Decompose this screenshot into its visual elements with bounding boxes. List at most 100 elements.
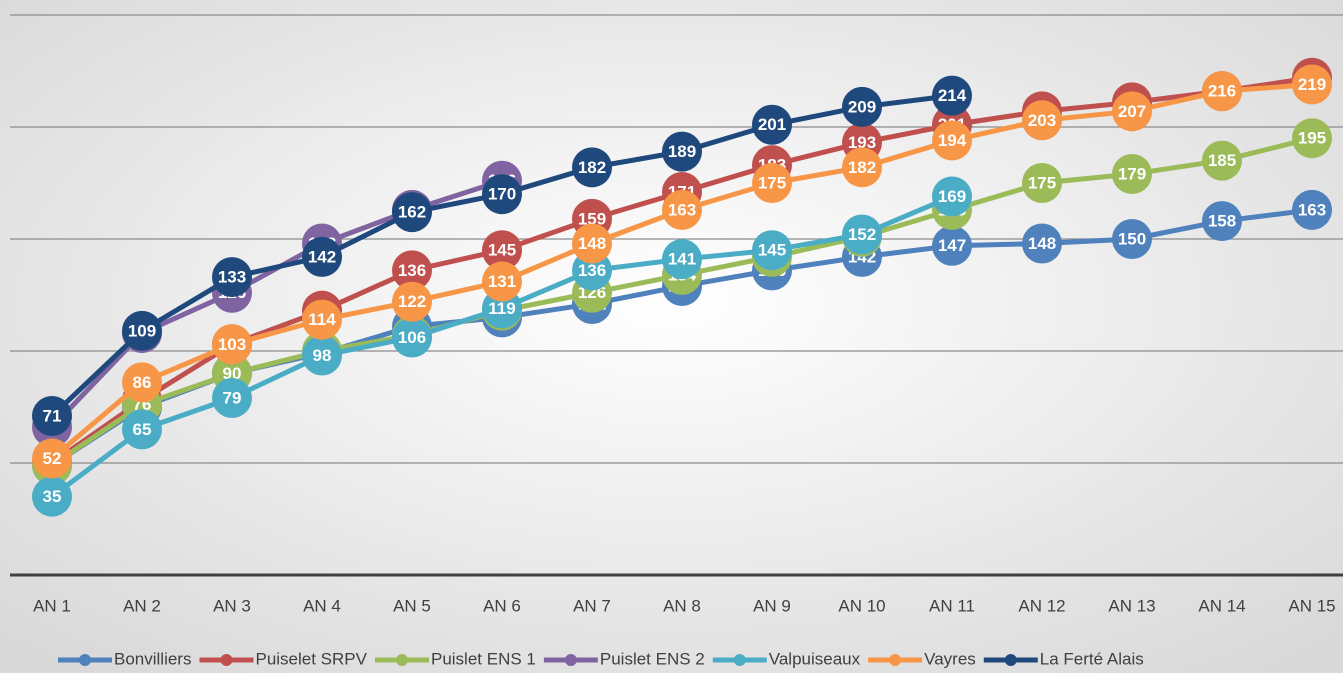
value-label: 147 — [938, 236, 966, 255]
marker — [1112, 91, 1152, 132]
value-label: 150 — [1118, 229, 1146, 248]
legend-label: Puislet ENS 1 — [431, 649, 536, 668]
marker — [1292, 189, 1332, 230]
value-label: 201 — [758, 115, 786, 134]
marker — [932, 176, 972, 217]
marker — [1022, 100, 1062, 141]
value-label: 209 — [848, 97, 876, 116]
marker — [752, 163, 792, 203]
value-label: 179 — [1118, 165, 1146, 184]
marker — [32, 438, 72, 479]
value-label: 98 — [313, 346, 332, 365]
value-label: 169 — [938, 187, 966, 206]
legend-marker — [79, 654, 91, 666]
value-label: 103 — [218, 335, 246, 354]
x-tick-label: AN 15 — [1288, 596, 1335, 615]
value-label: 79 — [223, 389, 242, 408]
x-tick-label: AN 5 — [393, 596, 431, 615]
marker — [1022, 223, 1062, 264]
marker — [932, 120, 972, 161]
value-label: 195 — [1298, 129, 1326, 148]
legend-marker — [220, 654, 233, 666]
marker — [842, 86, 882, 127]
marker — [752, 104, 792, 145]
value-label: 216 — [1208, 82, 1236, 101]
marker — [482, 261, 522, 302]
marker — [1202, 140, 1242, 181]
marker — [932, 75, 972, 116]
value-label: 193 — [848, 133, 876, 152]
value-label: 185 — [1208, 151, 1236, 170]
value-label: 159 — [578, 209, 606, 228]
marker — [122, 310, 162, 351]
legend-marker — [889, 654, 902, 666]
value-label: 86 — [133, 373, 152, 392]
value-label: 136 — [398, 261, 426, 280]
value-label: 106 — [398, 328, 426, 347]
value-label: 65 — [133, 420, 152, 439]
value-label: 145 — [758, 241, 786, 260]
value-label: 214 — [938, 86, 967, 105]
marker — [842, 214, 882, 255]
x-tick-label: AN 3 — [213, 596, 251, 615]
value-label: 141 — [668, 250, 696, 269]
value-label: 203 — [1028, 111, 1056, 130]
x-tick-label: AN 4 — [303, 596, 341, 615]
value-label: 189 — [668, 142, 696, 161]
value-label: 122 — [398, 292, 426, 311]
value-label: 219 — [1298, 75, 1326, 94]
value-label: 131 — [488, 272, 516, 291]
value-label: 152 — [848, 225, 876, 244]
legend-marker — [395, 654, 408, 666]
value-label: 182 — [848, 158, 876, 177]
value-label: 119 — [488, 299, 515, 318]
x-tick-label: AN 13 — [1108, 596, 1155, 615]
value-label: 170 — [488, 185, 516, 204]
value-label: 114 — [308, 310, 336, 329]
x-tick-label: AN 2 — [123, 596, 161, 615]
value-label: 71 — [43, 406, 62, 425]
marker — [212, 378, 252, 419]
value-label: 148 — [578, 234, 606, 253]
marker — [1112, 154, 1152, 195]
value-label: 90 — [223, 364, 242, 383]
marker — [392, 250, 432, 291]
marker — [392, 317, 432, 358]
x-tick-label: AN 8 — [663, 596, 701, 615]
x-tick-label: AN 7 — [573, 596, 611, 615]
legend-marker — [733, 654, 746, 666]
marker — [1112, 219, 1152, 259]
marker — [32, 476, 72, 517]
x-tick-label: AN 12 — [1018, 596, 1065, 615]
x-tick-label: AN 9 — [753, 596, 791, 615]
value-label: 175 — [1028, 173, 1056, 192]
x-tick-label: AN 11 — [929, 596, 975, 615]
value-label: 148 — [1028, 234, 1056, 253]
marker — [122, 409, 162, 450]
marker — [662, 189, 702, 230]
legend-marker — [1004, 654, 1017, 666]
x-tick-label: AN 1 — [33, 596, 71, 615]
marker — [392, 192, 432, 233]
marker — [122, 362, 162, 403]
marker — [572, 147, 612, 188]
marker — [572, 223, 612, 264]
value-label: 182 — [578, 158, 606, 177]
value-label: 158 — [1208, 212, 1236, 231]
marker — [482, 230, 522, 271]
value-label: 207 — [1118, 102, 1146, 121]
marker — [212, 324, 252, 365]
value-label: 133 — [218, 268, 246, 287]
marker — [212, 257, 252, 298]
marker — [1202, 201, 1242, 242]
marker — [1292, 64, 1332, 105]
value-label: 52 — [43, 449, 62, 468]
marker — [1202, 71, 1242, 112]
value-label: 145 — [488, 241, 516, 260]
legend-label: Bonvilliers — [114, 649, 191, 668]
value-label: 35 — [43, 487, 62, 506]
marker — [392, 281, 432, 322]
value-label: 142 — [308, 247, 336, 266]
legend-label: Vayres — [924, 649, 976, 668]
legend-marker — [564, 654, 577, 666]
